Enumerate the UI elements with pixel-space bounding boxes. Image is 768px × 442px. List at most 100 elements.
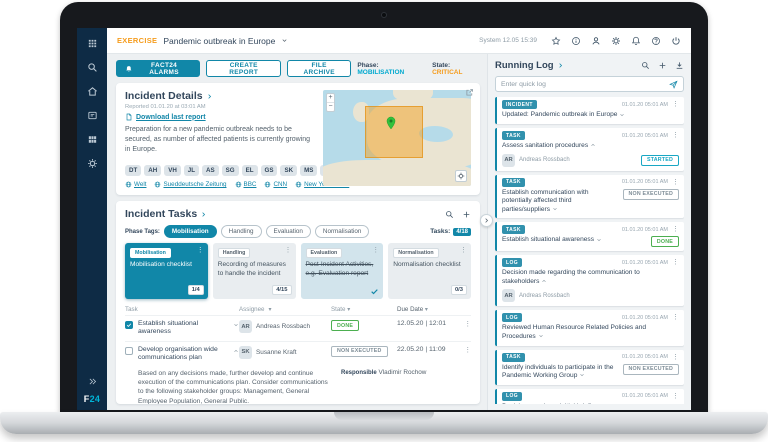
incident-tasks-title[interactable]: Incident Tasks	[125, 208, 198, 220]
map-zoom-in-button[interactable]: +	[328, 94, 333, 101]
participant-chip[interactable]: MS	[300, 165, 318, 176]
log-entry[interactable]: TASK 01.01.20 05:01 AM ⋮ Establish communi…	[495, 174, 684, 219]
log-entry[interactable]: TASK 01.01.20 05:01 AM ⋮ Establish situati…	[495, 222, 684, 252]
log-entry[interactable]: LOG 01.01.20 05:01 AM ⋮ Decision made rega…	[495, 255, 684, 307]
incident-title-dropdown[interactable]: Pandemic outbreak in Europe	[163, 35, 276, 46]
panel-collapse-handle[interactable]	[480, 214, 493, 227]
kebab-menu-icon[interactable]: ⋮	[372, 247, 380, 254]
expand-rail-icon[interactable]	[88, 377, 97, 386]
sort-due-date[interactable]: Due Date ▾	[397, 306, 428, 313]
notifications-bell-icon[interactable]	[631, 36, 641, 46]
create-report-button[interactable]: CREATE REPORT	[206, 60, 281, 77]
participant-chip[interactable]: AH	[144, 165, 162, 176]
running-log-title[interactable]: Running Log	[495, 60, 554, 71]
file-archive-button[interactable]: FILE ARCHIVE	[286, 60, 352, 77]
map-recenter-button[interactable]	[455, 170, 467, 182]
add-log-icon[interactable]	[658, 61, 667, 70]
kebab-menu-icon[interactable]: ⋮	[460, 247, 467, 254]
participant-chip[interactable]: SG	[221, 165, 239, 176]
chevron-down-icon[interactable]	[596, 237, 602, 243]
incident-details-title[interactable]: Incident Details	[125, 90, 203, 102]
sort-state[interactable]: State ▾	[331, 306, 351, 313]
download-last-report-link[interactable]: Download last report	[125, 113, 313, 121]
phase-tag-mobilisation[interactable]: Mobilisation	[163, 225, 217, 238]
quick-log-input[interactable]	[501, 80, 665, 88]
kebab-menu-icon[interactable]: ⋮	[284, 247, 292, 254]
phase-tag-handling[interactable]: Handling	[220, 225, 262, 238]
kebab-menu-icon[interactable]: ⋮	[464, 346, 471, 354]
chevron-down-icon[interactable]	[552, 206, 558, 212]
participant-chip[interactable]: AS	[202, 165, 219, 176]
home-icon[interactable]	[87, 86, 98, 97]
search-icon[interactable]	[641, 61, 650, 70]
chevron-down-icon[interactable]	[281, 37, 288, 44]
kebab-menu-icon[interactable]: ⋮	[672, 392, 679, 400]
participant-chip[interactable]: DT	[125, 165, 142, 176]
open-in-new-icon[interactable]	[465, 88, 474, 97]
log-entry[interactable]: TASK 01.01.20 05:01 AM ⋮ Assess sanitation…	[495, 128, 684, 171]
task-row[interactable]: Establish situational awareness AR Andre…	[125, 315, 471, 341]
chevron-down-icon[interactable]	[619, 112, 625, 118]
kebab-menu-icon[interactable]: ⋮	[672, 314, 679, 322]
add-task-icon[interactable]	[462, 210, 471, 219]
search-icon[interactable]	[87, 62, 98, 73]
newsboard-icon[interactable]	[87, 110, 98, 121]
map-location-pin[interactable]	[385, 116, 397, 131]
phase-card-evaluation[interactable]: Evaluation ⋮ Post-Incident Activities, e…	[300, 243, 384, 299]
dashboard-icon[interactable]	[87, 134, 98, 145]
kebab-menu-icon[interactable]: ⋮	[672, 132, 679, 140]
send-icon[interactable]	[669, 80, 678, 89]
kebab-menu-icon[interactable]: ⋮	[196, 247, 204, 254]
user-icon[interactable]	[591, 36, 601, 46]
favorite-star-icon[interactable]	[551, 36, 561, 46]
participant-chip[interactable]: GS	[260, 165, 278, 176]
participant-chip[interactable]: VH	[164, 165, 181, 176]
task-row[interactable]: Develop organisation wide communications…	[125, 340, 471, 367]
log-entry[interactable]: INCIDENT 01.01.20 05:01 AM ⋮ Updated: Pand…	[495, 97, 684, 125]
news-link[interactable]: BBC	[235, 181, 256, 188]
phase-tag-evaluation[interactable]: Evaluation	[265, 225, 311, 238]
info-icon[interactable]	[571, 36, 581, 46]
log-entry[interactable]: TASK 01.01.20 05:01 AM ⋮ Identify individu…	[495, 349, 684, 385]
task-checkbox[interactable]	[125, 321, 133, 329]
kebab-menu-icon[interactable]: ⋮	[672, 259, 679, 267]
incident-map[interactable]: + −	[323, 90, 471, 186]
map-zoom-out-button[interactable]: −	[327, 102, 334, 110]
download-icon[interactable]	[675, 61, 684, 70]
chevron-down-icon[interactable]	[607, 403, 613, 404]
kebab-menu-icon[interactable]: ⋮	[672, 226, 679, 234]
map-zoom-control[interactable]: + −	[326, 93, 335, 112]
participant-chip[interactable]: JL	[183, 165, 200, 176]
phase-card-mobilisation[interactable]: Mobilisation ⋮ Mobilisation checklist 1/…	[125, 243, 208, 299]
phase-card-handling[interactable]: Handling ⋮ Recording of measures to hand…	[212, 243, 296, 299]
chevron-down-icon[interactable]	[579, 372, 585, 378]
phase-card-normalisation[interactable]: Normalisation ⋮ Normalisation checklist …	[388, 243, 471, 299]
phase-tag-normalisation[interactable]: Normalisation	[314, 225, 370, 238]
chevron-up-icon[interactable]	[590, 142, 596, 148]
chevron-up-icon[interactable]	[541, 278, 547, 284]
settings-gear-icon[interactable]	[611, 36, 621, 46]
log-entry[interactable]: LOG 01.01.20 05:01 AM ⋮ Reviewed Human Res…	[495, 310, 684, 346]
news-link[interactable]: CNN	[264, 181, 287, 188]
search-icon[interactable]	[445, 210, 454, 219]
logout-power-icon[interactable]	[671, 36, 681, 46]
help-icon[interactable]	[651, 36, 661, 46]
kebab-menu-icon[interactable]: ⋮	[672, 178, 679, 186]
participant-chip[interactable]: EL	[241, 165, 258, 176]
incident-description: Preparation for a new pandemic outbreak …	[125, 126, 311, 153]
apps-grid-icon[interactable]	[87, 38, 98, 49]
chevron-down-icon[interactable]	[538, 333, 544, 339]
news-link[interactable]: Sueddeutsche Zeitung	[154, 181, 227, 188]
card-progress-badge: 0/3	[450, 285, 467, 295]
sort-assignee[interactable]: Assignee ▾	[239, 306, 272, 313]
exercise-mode-label: EXERCISE	[117, 36, 158, 45]
kebab-menu-icon[interactable]: ⋮	[672, 353, 679, 361]
settings-gear-icon[interactable]	[87, 158, 98, 169]
kebab-menu-icon[interactable]: ⋮	[464, 321, 471, 328]
news-link[interactable]: Welt	[125, 181, 146, 188]
task-checkbox[interactable]	[125, 346, 133, 355]
kebab-menu-icon[interactable]: ⋮	[672, 101, 679, 109]
fact24-alarms-button[interactable]: FACT24 ALARMS	[116, 60, 201, 77]
participant-chip[interactable]: SK	[280, 165, 298, 176]
